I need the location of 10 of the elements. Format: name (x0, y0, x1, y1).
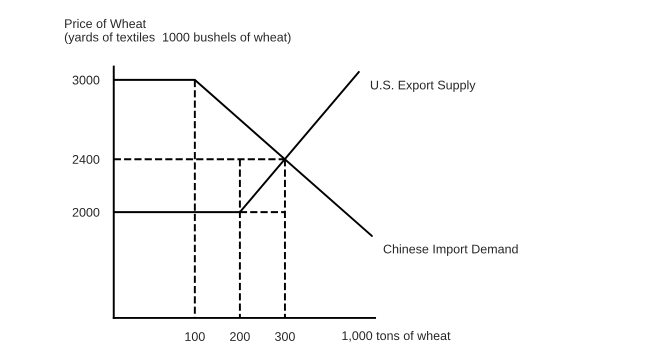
y-axis-title: Price of Wheat (yards of textiles 1000 bushels of wheat) (64, 18, 291, 44)
y-tick-label: 3000 (72, 76, 100, 85)
y-tick-label: 2400 (72, 155, 100, 164)
x-tick-label: 300 (274, 332, 295, 342)
x-axis-title: 1,000 tons of wheat (342, 330, 450, 342)
series-label: Chinese Import Demand (384, 244, 518, 256)
series-label: U.S. Export Supply (370, 80, 476, 92)
x-tick-label: 200 (230, 332, 250, 342)
x-tick-label: 100 (185, 332, 205, 342)
y-tick-label: 2000 (72, 208, 100, 217)
